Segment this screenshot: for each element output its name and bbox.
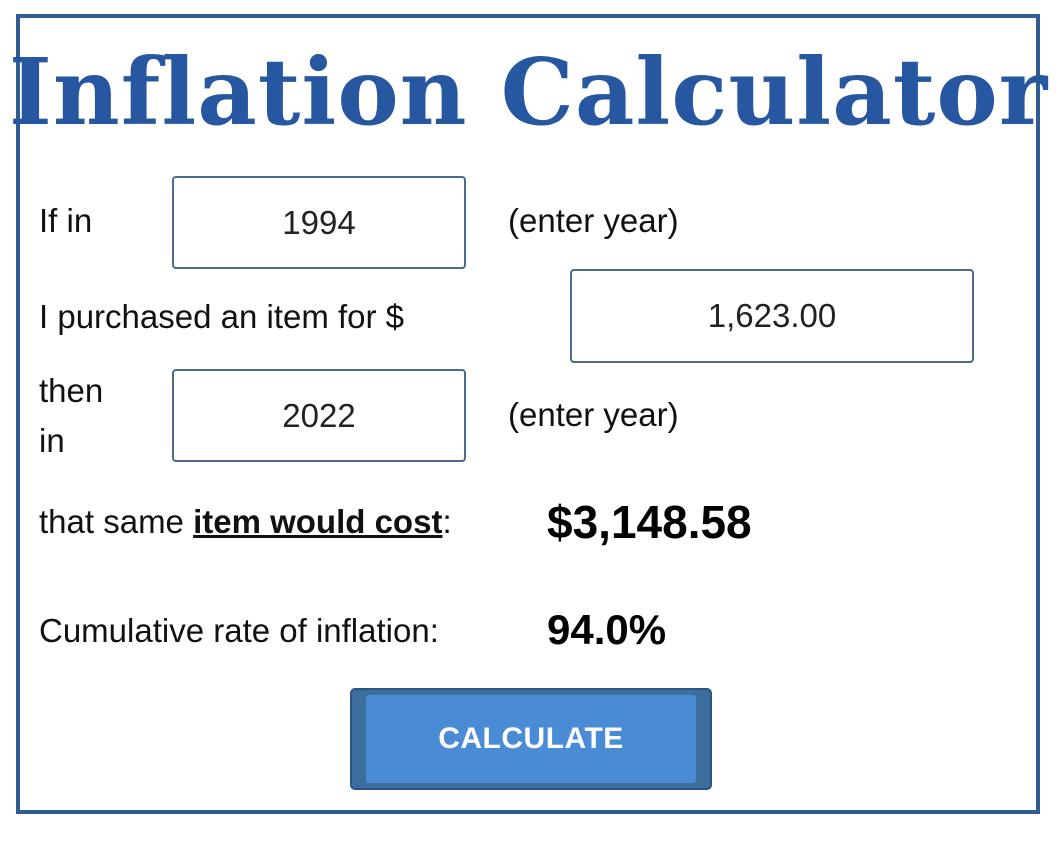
inflation-result: 94.0% bbox=[547, 606, 667, 653]
amount-label: I purchased an item for $ bbox=[39, 298, 405, 335]
start-year-hint: (enter year) bbox=[508, 202, 679, 239]
end-year-label-line2: in bbox=[39, 422, 65, 459]
inflation-label: Cumulative rate of inflation: bbox=[39, 612, 439, 649]
cost-label: that same item would cost: bbox=[39, 503, 452, 541]
end-year-input[interactable] bbox=[172, 369, 466, 462]
cost-label-emphasis: item would cost bbox=[193, 503, 443, 540]
end-year-label-line1: then bbox=[39, 372, 104, 409]
end-year-hint: (enter year) bbox=[508, 396, 679, 433]
end-year-label: then in bbox=[39, 366, 103, 466]
page-title: Inflation Calculator bbox=[8, 38, 1049, 146]
cost-label-suffix: : bbox=[442, 503, 452, 540]
start-year-input[interactable] bbox=[172, 176, 466, 269]
calculate-button[interactable]: CALCULATE bbox=[350, 688, 712, 790]
start-year-label: If in bbox=[39, 202, 93, 239]
calculate-button-label: CALCULATE bbox=[366, 695, 696, 783]
cost-label-prefix: that same bbox=[39, 503, 194, 540]
amount-input[interactable] bbox=[570, 269, 974, 363]
cost-result: $3,148.58 bbox=[547, 496, 752, 548]
